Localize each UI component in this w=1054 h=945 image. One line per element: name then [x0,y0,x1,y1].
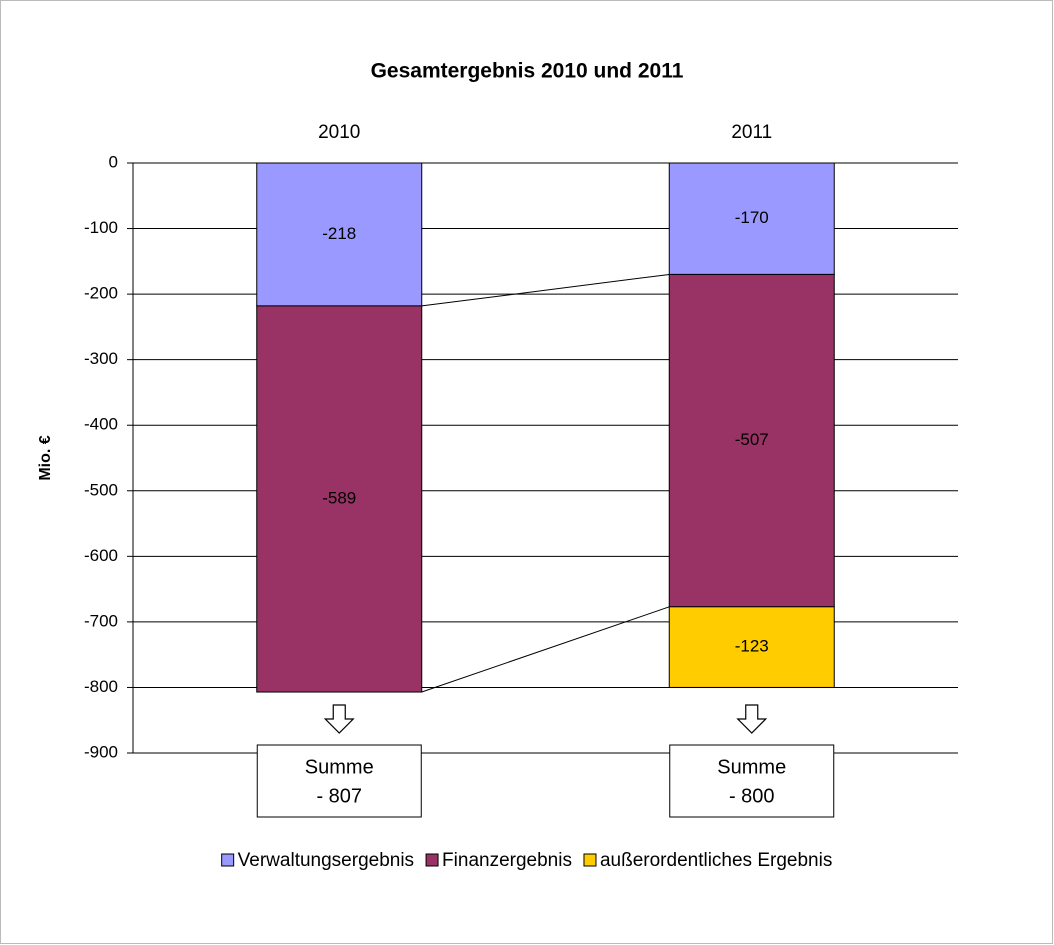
data-label: -170 [735,208,769,227]
x-category-label: 2011 [731,122,772,143]
y-axis-label: Mio. € [37,435,54,480]
y-tick-label: -300 [84,349,118,368]
chart-title: Gesamtergebnis 2010 und 2011 [371,60,684,83]
data-label: -218 [322,224,356,243]
series-line [421,606,670,693]
y-tick-label: -100 [84,218,118,237]
sum-label: Summe [717,756,786,778]
sum-total: - 800 [729,785,775,807]
y-tick-label: -800 [84,677,118,696]
sum-box [256,744,422,818]
bar-segment [668,162,835,275]
bar-segment [668,273,835,608]
bar-segment [256,162,423,307]
sum-label: Summe [305,756,374,778]
legend-swatch [221,853,235,867]
data-label: -589 [322,488,356,507]
legend-label: Finanzergebnis [442,850,572,871]
y-tick-label: -600 [84,546,118,565]
y-tick-label: -700 [84,611,118,630]
data-label: -507 [735,430,769,449]
x-category-label: 2010 [318,122,360,143]
legend-swatch [583,853,597,867]
bar-segment [256,305,423,693]
y-tick-label: -500 [84,480,118,499]
legend-label: außerordentliches Ergebnis [600,850,832,871]
legend-swatch [425,853,439,867]
bar-segment [668,606,835,688]
y-tick-label: 0 [109,152,118,171]
legend: Verwaltungsergebnis Finanzergebnis außeror… [221,850,832,871]
arrow [736,704,768,734]
y-tick-label: -900 [84,742,118,761]
sum-total: - 807 [316,785,362,807]
y-tick-label: -400 [84,415,118,434]
sum-box [669,744,835,818]
series-line [421,273,670,307]
y-tick-label: -200 [84,284,118,303]
arrow [323,704,355,734]
legend-label: Verwaltungsergebnis [238,850,414,871]
data-label: -123 [735,637,769,656]
